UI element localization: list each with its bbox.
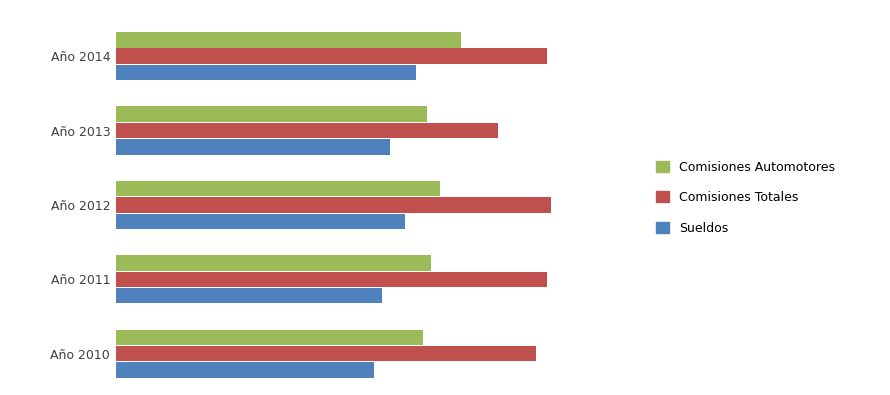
Bar (116, 181, 440, 196)
Bar (116, 49, 547, 64)
Bar (116, 32, 461, 48)
Bar (116, 139, 390, 155)
Bar (116, 288, 382, 303)
Bar (116, 271, 547, 287)
Bar (116, 214, 404, 229)
Bar (116, 255, 431, 271)
Bar (116, 107, 427, 122)
Bar (116, 197, 551, 213)
Bar (116, 329, 424, 345)
Bar (116, 123, 498, 138)
Legend: Comisiones Automotores, Comisiones Totales, Sueldos: Comisiones Automotores, Comisiones Total… (651, 156, 840, 239)
Bar (116, 362, 375, 378)
Bar (116, 346, 536, 361)
Bar (116, 65, 416, 80)
